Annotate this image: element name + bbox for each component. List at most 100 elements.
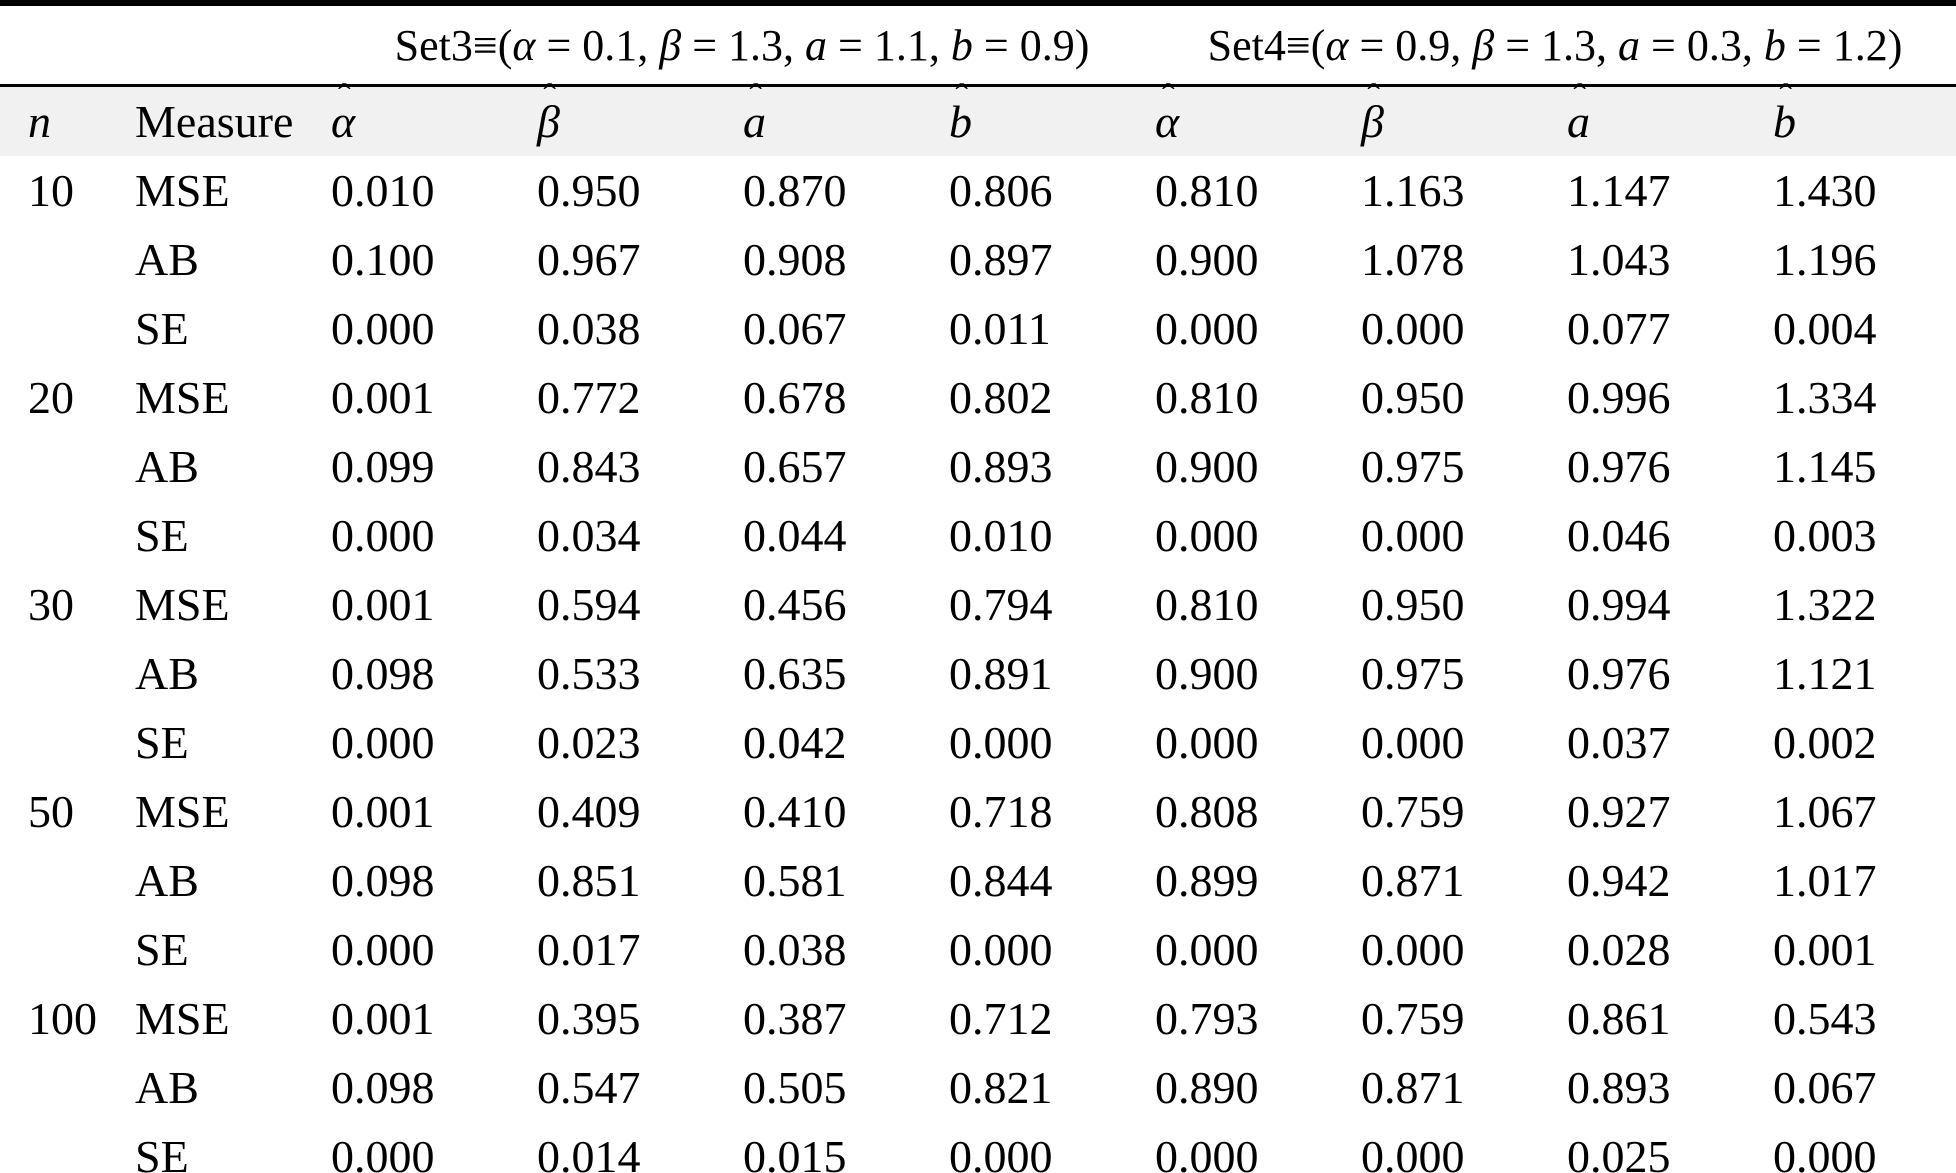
cell-value: 0.581 [743, 855, 847, 906]
cell-value: 1.121 [1773, 648, 1877, 699]
cell-value: 0.890 [1155, 1062, 1259, 1113]
table-row: SE 0.000 0.014 0.015 0.000 0.000 0.000 0.025 0.0… [0, 1122, 1956, 1173]
parameter-variable: a [1618, 20, 1641, 70]
cell-value: 0.410 [743, 786, 847, 837]
parameter-variable: a [805, 20, 828, 70]
cell-value: 0.891 [949, 648, 1053, 699]
measure-label: MSE [135, 993, 230, 1044]
parameter-letter: b [1773, 96, 1796, 147]
parameter-variable: α [512, 20, 536, 70]
cell-value: 0.908 [743, 234, 847, 285]
cell-value: 0.893 [1567, 1062, 1671, 1113]
cell-value: 0.034 [537, 510, 641, 561]
cell-value: 0.871 [1361, 1062, 1465, 1113]
measure-label: MSE [135, 372, 230, 423]
cell-value: 0.001 [331, 993, 435, 1044]
cell-value: 0.808 [1155, 786, 1259, 837]
measure-label: MSE [135, 786, 230, 837]
table-row: AB 0.098 0.851 0.581 0.844 0.899 0.871 0.942 1.0… [0, 846, 1956, 915]
group-header-set4: Set4≡(α = 0.9, β = 1.3, a = 0.3, b = 1.2… [1154, 6, 1956, 87]
cell-value: 0.044 [743, 510, 847, 561]
table-body: 10 MSE 0.010 0.950 0.870 0.806 0.810 1.163 1.147… [0, 156, 1956, 1173]
cell-value: 0.077 [1567, 303, 1671, 354]
column-header-measure: Measure [110, 85, 330, 156]
cell-value: 0.000 [331, 924, 435, 975]
group-header-text: = 1.1, [827, 20, 951, 70]
cell-value: 0.001 [331, 372, 435, 423]
group-header-text: = 0.3, [1640, 20, 1764, 70]
measure-label: SE [135, 303, 189, 354]
cell-value: 0.942 [1567, 855, 1671, 906]
cell-value: 0.028 [1567, 924, 1671, 975]
n-value [0, 708, 110, 777]
measure-label: AB [135, 1062, 199, 1113]
table-row: SE 0.000 0.034 0.044 0.010 0.000 0.000 0.046 0.0… [0, 501, 1956, 570]
cell-value: 0.810 [1155, 372, 1259, 423]
cell-value: 0.000 [331, 510, 435, 561]
table-row: 100 MSE 0.001 0.395 0.387 0.712 0.793 0.759 0.86… [0, 984, 1956, 1053]
cell-value: 0.387 [743, 993, 847, 1044]
cell-value: 0.038 [743, 924, 847, 975]
table-row: 30 MSE 0.001 0.594 0.456 0.794 0.810 0.950 0.994… [0, 570, 1956, 639]
parameter-letter: b [949, 96, 972, 147]
cell-value: 0.000 [1773, 1131, 1877, 1173]
n-value: 30 [28, 579, 74, 630]
hat-accent: ˆ [543, 76, 556, 119]
n-value [0, 294, 110, 363]
cell-value: 0.851 [537, 855, 641, 906]
measure-label: AB [135, 441, 199, 492]
cell-value: 0.950 [1361, 579, 1465, 630]
cell-value: 0.456 [743, 579, 847, 630]
cell-value: 0.975 [1361, 441, 1465, 492]
cell-value: 0.000 [1361, 1131, 1465, 1173]
cell-value: 0.712 [949, 993, 1053, 1044]
cell-value: 1.017 [1773, 855, 1877, 906]
cell-value: 0.861 [1567, 993, 1671, 1044]
cell-value: 0.098 [331, 855, 435, 906]
cell-value: 0.001 [331, 579, 435, 630]
cell-value: 0.000 [1155, 717, 1259, 768]
cell-value: 0.409 [537, 786, 641, 837]
cell-value: 0.871 [1361, 855, 1465, 906]
cell-value: 0.547 [537, 1062, 641, 1113]
cell-value: 0.011 [949, 303, 1051, 354]
cell-value: 0.037 [1567, 717, 1671, 768]
hat-accent: ˆ [749, 76, 762, 119]
cell-value: 0.004 [1773, 303, 1877, 354]
cell-value: 1.067 [1773, 786, 1877, 837]
cell-value: 0.017 [537, 924, 641, 975]
cell-value: 0.975 [1361, 648, 1465, 699]
group-header-text: = 1.3, [681, 20, 806, 70]
cell-value: 0.505 [743, 1062, 847, 1113]
table-row: 10 MSE 0.010 0.950 0.870 0.806 0.810 1.163 1.147… [0, 156, 1956, 225]
group-header-text: Set3≡( [394, 20, 513, 70]
cell-value: 0.543 [1773, 993, 1877, 1044]
cell-value: 0.000 [1155, 303, 1259, 354]
cell-value: 0.821 [949, 1062, 1053, 1113]
cell-value: 0.395 [537, 993, 641, 1044]
cell-value: 0.996 [1567, 372, 1671, 423]
table-top-rule [0, 0, 1956, 6]
table-row: AB 0.098 0.547 0.505 0.821 0.890 0.871 0.893 0.0… [0, 1053, 1956, 1122]
parameter-letter: a [743, 96, 766, 147]
hat-accent: ˆ [1367, 76, 1380, 119]
cell-value: 0.759 [1361, 993, 1465, 1044]
cell-value: 0.000 [949, 717, 1053, 768]
cell-value: 0.010 [331, 165, 435, 216]
hat-accent: ˆ [1573, 76, 1586, 119]
cell-value: 0.900 [1155, 648, 1259, 699]
measure-label: AB [135, 648, 199, 699]
cell-value: 0.067 [1773, 1062, 1877, 1113]
parameter-letter: a [1567, 96, 1590, 147]
group-header-spacer [0, 6, 330, 87]
group-header-text: = 0.1, [535, 20, 660, 70]
parameter-variable: β [659, 20, 682, 70]
table-row: AB 0.099 0.843 0.657 0.893 0.900 0.975 0.976 1.1… [0, 432, 1956, 501]
measure-label: SE [135, 510, 189, 561]
